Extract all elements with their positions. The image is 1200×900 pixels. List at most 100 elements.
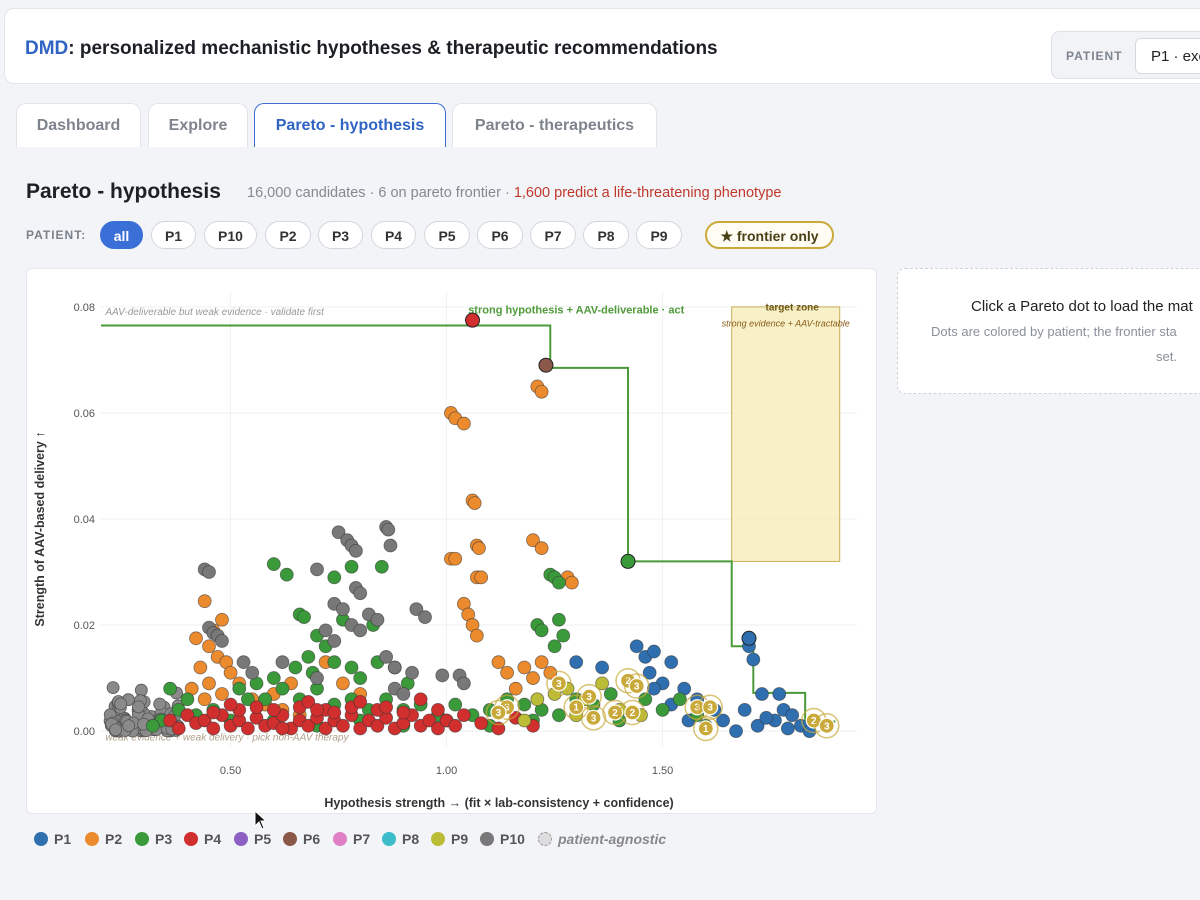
data-point-p4[interactable] [163, 713, 178, 728]
data-point-p1[interactable] [629, 639, 644, 654]
filter-pill-p2[interactable]: P2 [265, 221, 311, 249]
data-point-p3[interactable] [353, 671, 368, 685]
data-point-p2[interactable] [215, 612, 229, 627]
data-point-p10[interactable] [383, 538, 398, 553]
data-point-p4[interactable] [310, 702, 324, 717]
data-point-p2[interactable] [456, 416, 471, 431]
cluster-badge[interactable] [585, 709, 602, 726]
legend-item-patient-agnostic[interactable]: patient-agnostic [538, 831, 666, 847]
data-point-p10[interactable] [327, 634, 342, 648]
tab-pareto-therapeutics[interactable]: Pareto - therapeutics [452, 103, 657, 147]
data-point-p2[interactable] [202, 676, 216, 691]
data-point-p2[interactable] [534, 541, 549, 556]
data-point-p3[interactable] [266, 671, 281, 685]
data-point-p10[interactable] [310, 562, 324, 577]
data-point-p3[interactable] [258, 692, 273, 707]
data-point-p10[interactable] [275, 655, 290, 670]
cluster-badge[interactable] [490, 704, 507, 721]
data-point-p3[interactable] [297, 610, 311, 624]
data-point-p4[interactable] [206, 705, 221, 720]
data-point-p1[interactable] [595, 660, 610, 675]
data-point-p10[interactable] [456, 676, 471, 691]
data-point-p10[interactable] [353, 586, 368, 601]
data-point-p1[interactable] [755, 687, 769, 701]
data-point-p2[interactable] [534, 655, 549, 670]
data-point-p10[interactable] [396, 687, 411, 701]
data-point-p1[interactable] [716, 713, 730, 728]
data-point-p2[interactable] [517, 660, 532, 675]
data-point-p1[interactable] [647, 644, 661, 659]
data-point-p10[interactable] [418, 610, 432, 624]
data-point-p4[interactable] [431, 702, 445, 717]
data-point-p2[interactable] [189, 631, 203, 646]
data-point-p9[interactable] [517, 713, 532, 728]
data-point-p10[interactable] [353, 623, 368, 638]
data-point-p2[interactable] [534, 384, 549, 399]
data-point-p2[interactable] [526, 671, 540, 685]
data-point-p3[interactable] [655, 702, 670, 717]
data-point-p4[interactable] [491, 721, 506, 736]
pareto-scatter-plot[interactable]: 0.00 0.02 0.04 0.06 0.08 0.50 1.00 1.50 Hypothes… [27, 269, 878, 815]
data-point-p1[interactable] [785, 708, 800, 723]
filter-pill-p8[interactable]: P8 [583, 221, 629, 249]
filter-pill-p9[interactable]: P9 [636, 221, 682, 249]
data-point-p2[interactable] [472, 541, 486, 556]
data-point-p10[interactable] [387, 660, 402, 675]
data-point-p4[interactable] [266, 702, 281, 717]
data-point-p3[interactable] [327, 655, 342, 670]
data-point-p3[interactable] [672, 692, 687, 707]
legend-item-p7[interactable]: P7 [333, 831, 370, 847]
data-point-p10[interactable] [405, 665, 419, 680]
data-point-p2[interactable] [491, 655, 506, 670]
data-point-p2[interactable] [215, 687, 229, 701]
filter-pill-p7[interactable]: P7 [530, 221, 576, 249]
data-point-p10[interactable] [310, 671, 324, 685]
patient-select[interactable]: P1 · exo [1135, 38, 1200, 74]
data-point-p4[interactable] [353, 721, 368, 736]
filter-pill-p5[interactable]: P5 [424, 221, 470, 249]
data-point-p3[interactable] [344, 559, 359, 574]
data-point-p3[interactable] [232, 681, 247, 696]
data-point-p4[interactable] [197, 713, 212, 728]
data-point-p9[interactable] [530, 692, 545, 707]
frontier-point[interactable] [741, 630, 757, 646]
legend-item-p5[interactable]: P5 [234, 831, 271, 847]
data-point-p1[interactable] [569, 655, 584, 670]
data-point-p10[interactable] [348, 543, 363, 558]
data-point-p4[interactable] [318, 721, 333, 736]
filter-pill-p10[interactable]: P10 [204, 221, 257, 249]
cluster-badge[interactable] [702, 699, 719, 716]
data-point-p1[interactable] [750, 718, 765, 733]
data-point-p4[interactable] [240, 721, 255, 736]
tab-dashboard[interactable]: Dashboard [16, 103, 141, 147]
data-point-p3[interactable] [556, 628, 571, 643]
data-point-p2[interactable] [197, 692, 212, 707]
data-point-p4[interactable] [249, 700, 264, 715]
data-point-p4[interactable] [370, 718, 385, 733]
data-point-p10[interactable] [370, 612, 385, 627]
data-point-p2[interactable] [223, 665, 238, 680]
data-point-p4[interactable] [422, 713, 437, 728]
data-point-p3[interactable] [327, 570, 342, 585]
data-point-p4[interactable] [223, 697, 238, 712]
data-point-p10[interactable] [202, 565, 216, 579]
data-point-p3[interactable] [279, 567, 294, 582]
data-point-p4[interactable] [413, 692, 428, 707]
data-point-p2[interactable] [500, 665, 514, 680]
data-point-p10[interactable] [379, 649, 394, 664]
data-point-p3[interactable] [344, 660, 359, 675]
frontier-point[interactable] [465, 312, 481, 328]
data-point-p3[interactable] [163, 681, 178, 696]
cluster-badge[interactable] [606, 704, 624, 721]
data-point-p10[interactable] [409, 602, 424, 617]
legend-item-p8[interactable]: P8 [382, 831, 419, 847]
data-point-p1[interactable] [772, 687, 787, 701]
data-point-p2[interactable] [526, 533, 540, 548]
cluster-badge[interactable] [550, 675, 568, 692]
data-point-p2[interactable] [336, 676, 350, 691]
data-point-p3[interactable] [301, 649, 316, 664]
data-point-p4[interactable] [474, 716, 489, 731]
data-point-p10[interactable] [318, 623, 333, 638]
filter-pill-p6[interactable]: P6 [477, 221, 523, 249]
filter-pill-p1[interactable]: P1 [151, 221, 196, 249]
